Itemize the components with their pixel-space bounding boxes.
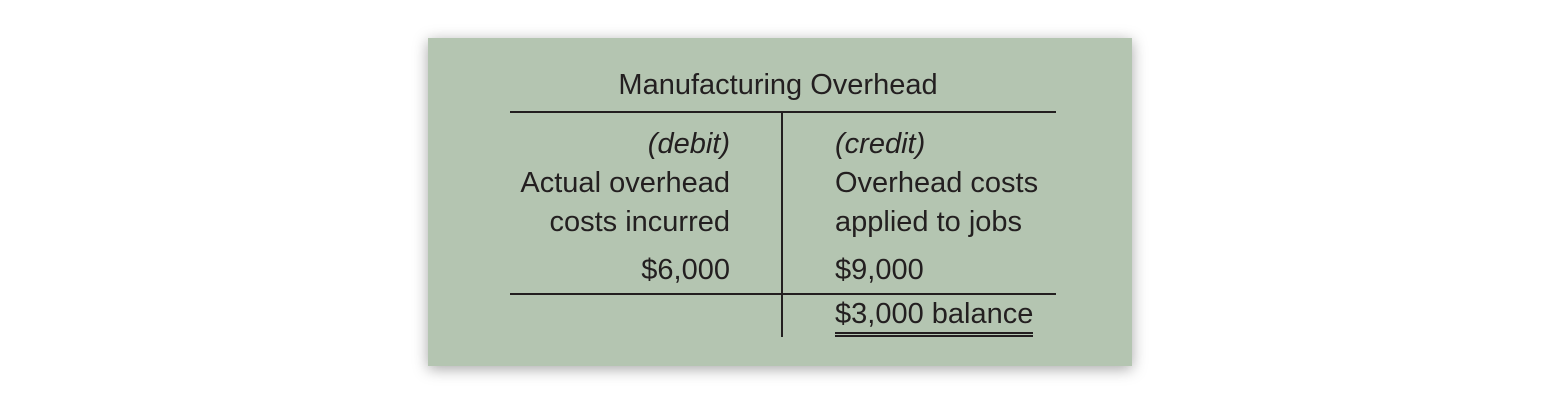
debit-amount: $6,000 bbox=[641, 254, 730, 286]
credit-heading: (credit) bbox=[835, 128, 926, 160]
credit-amount: $9,000 bbox=[835, 254, 924, 286]
t-account-card: Manufacturing Overhead (debit) Actual ov… bbox=[428, 38, 1132, 366]
account-title: Manufacturing Overhead bbox=[618, 69, 938, 101]
credit-balance: $3,000 balance bbox=[835, 297, 1034, 337]
credit-description-line-1: Overhead costs bbox=[835, 167, 1039, 199]
center-divider bbox=[781, 111, 783, 337]
total-rule bbox=[510, 293, 1056, 295]
credit-description-line-2: applied to jobs bbox=[835, 206, 1023, 238]
title-rule bbox=[510, 111, 1056, 113]
debit-heading: (debit) bbox=[647, 128, 730, 160]
debit-description-line-1: Actual overhead bbox=[520, 167, 730, 199]
debit-description-line-2: costs incurred bbox=[549, 206, 730, 238]
